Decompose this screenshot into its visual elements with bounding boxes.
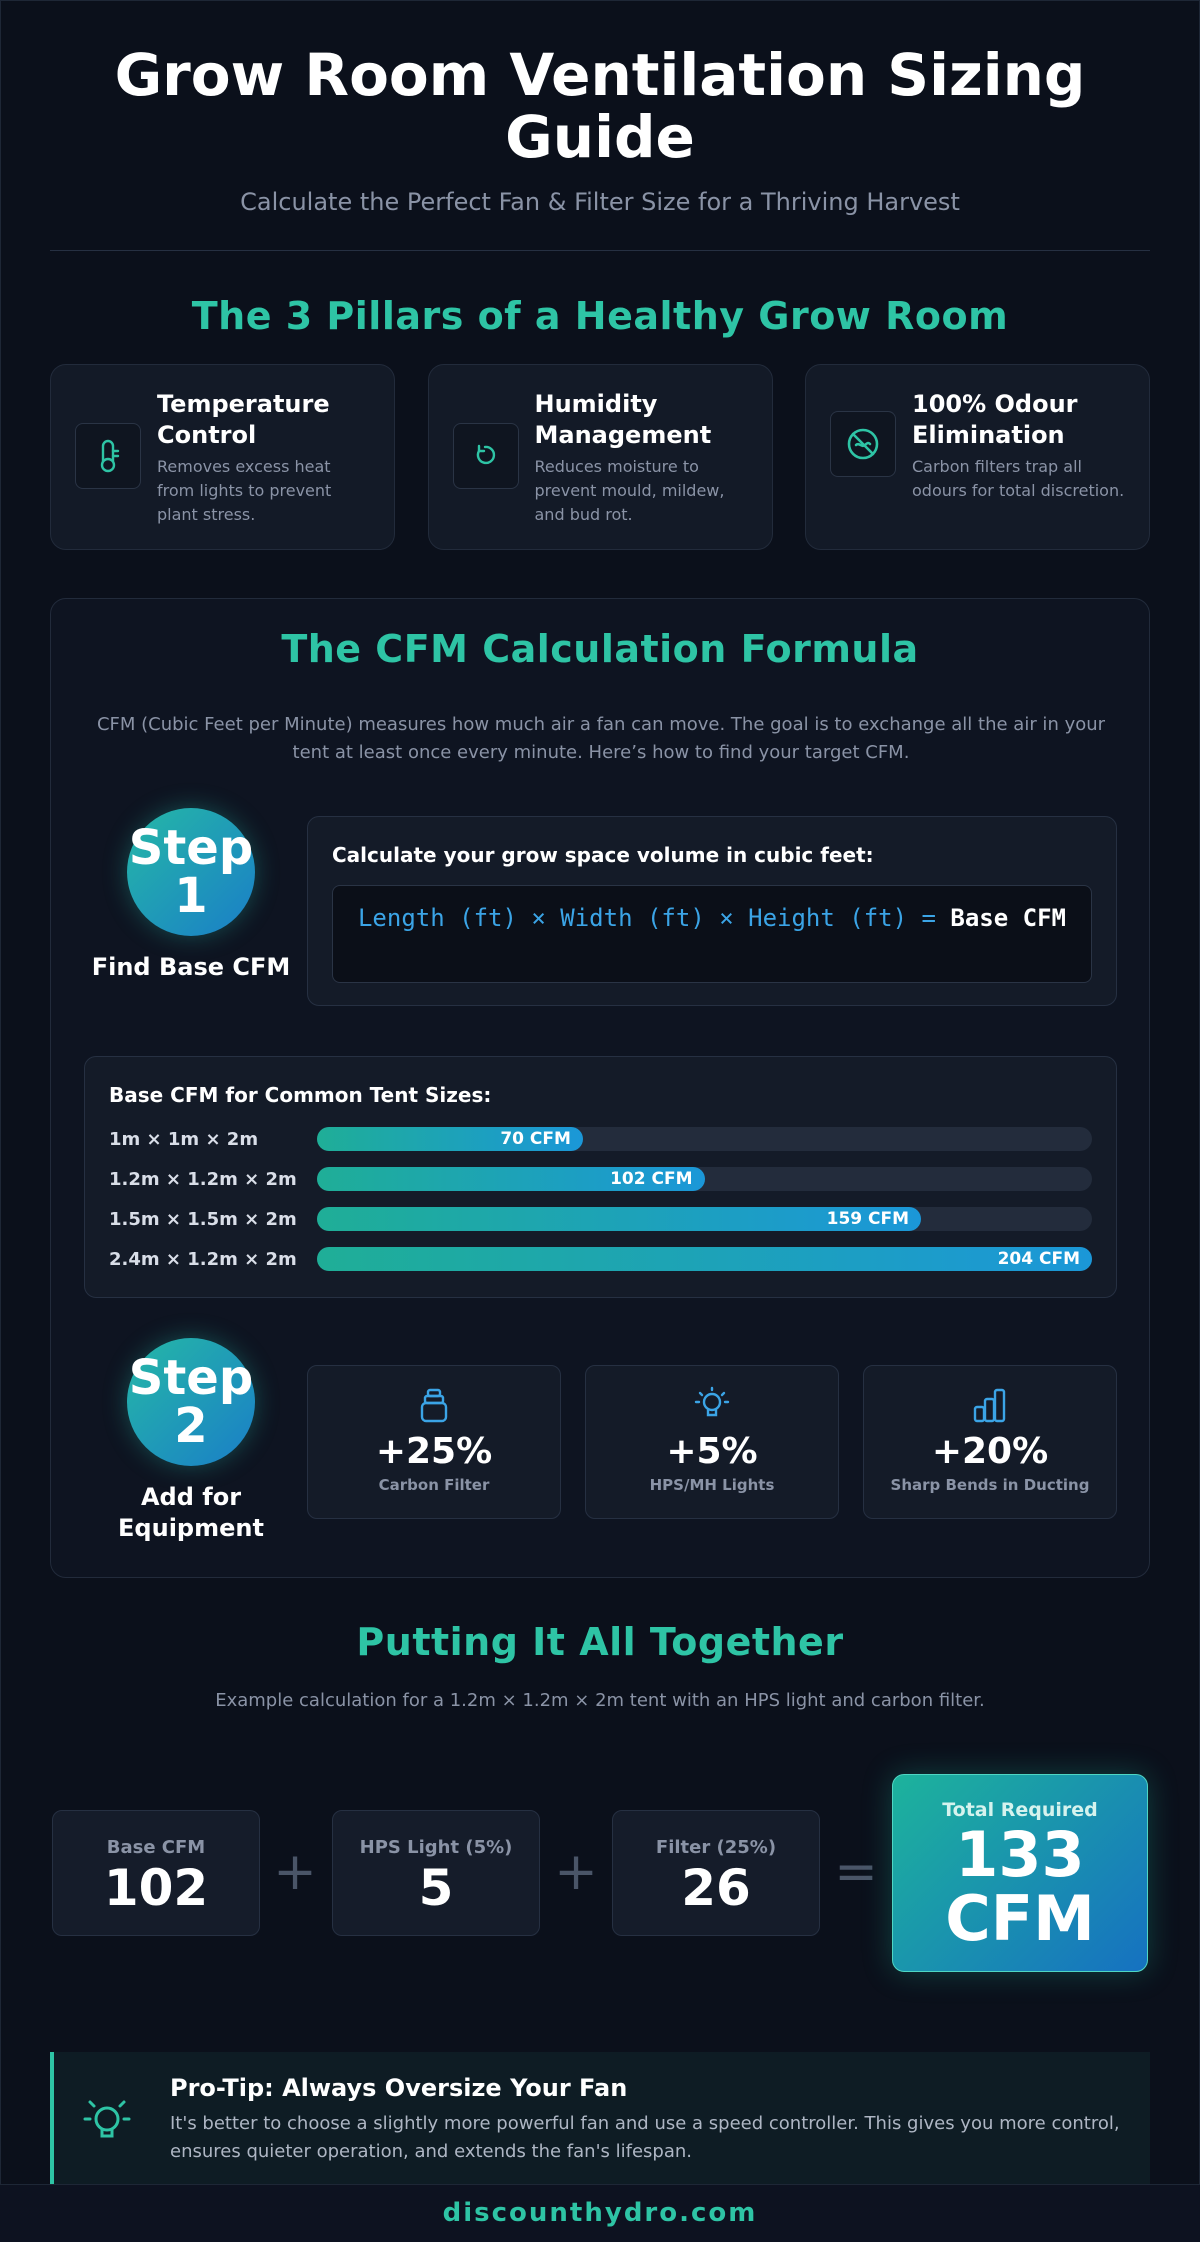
filter-box: Filter (25%) 26 [612, 1810, 820, 1936]
bar-value: 204 CFM [997, 1249, 1080, 1269]
total-label: Total Required [942, 1799, 1098, 1821]
bar-value: 159 CFM [826, 1209, 910, 1229]
pillars-title: The 3 Pillars of a Healthy Grow Room [191, 294, 1009, 338]
carbon-filter-icon [308, 1384, 560, 1426]
pro-tip-callout: Pro-Tip: Always Oversize Your Fan It's b… [50, 2052, 1150, 2184]
together-title: Putting It All Together [356, 1620, 844, 1664]
step-number: 2 [174, 1398, 208, 1454]
volume-calc-box: Calculate your grow space volume in cubi… [307, 816, 1117, 1006]
bar-fill: 70 CFM [317, 1127, 583, 1151]
bar-fill: 204 CFM [317, 1247, 1092, 1271]
base-cfm-box: Base CFM 102 [52, 1810, 260, 1936]
formula-expression: Length (ft) × Width (ft) × Height (ft) =… [332, 885, 1092, 983]
pillar-description: Removes excess heat from lights to preve… [157, 457, 332, 524]
pro-tip-text: It's better to choose a slightly more po… [170, 2113, 1120, 2162]
equipment-card-filter: +25% Carbon Filter [307, 1365, 561, 1519]
footer-site-link[interactable]: discounthydro.com [0, 2184, 1200, 2242]
step-1: Step 1 Find Base CFM [91, 808, 291, 983]
header-divider [50, 250, 1150, 251]
lightbulb-icon [586, 1384, 838, 1426]
page-subtitle: Calculate the Perfect Fan & Filter Size … [240, 188, 960, 216]
bar-value: 70 CFM [500, 1129, 571, 1149]
bar-value: 102 CFM [610, 1169, 693, 1189]
bar-track: 204 CFM [317, 1247, 1092, 1271]
pillar-title: Temperature Control [157, 390, 330, 449]
pillar-card-temperature: Temperature Control Removes excess heat … [50, 364, 395, 550]
tent-label: 1.5m × 1.5m × 2m [109, 1208, 297, 1230]
pillar-title: 100% Odour Elimination [912, 390, 1078, 449]
plus-sign: + [554, 1842, 598, 1902]
equipment-label: Carbon Filter [378, 1476, 490, 1494]
calc-heading: Calculate your grow space volume in cubi… [332, 843, 874, 867]
total-value: 133 [955, 1818, 1085, 1891]
tent-label: 1.2m × 1.2m × 2m [109, 1168, 297, 1190]
step-2-label: Add for Equipment [118, 1483, 264, 1542]
step-word: Step [128, 820, 254, 876]
equipment-label: HPS/MH Lights [649, 1476, 775, 1494]
pro-tip-title: Pro-Tip: Always Oversize Your Fan [170, 2074, 628, 2102]
pillars-row: Temperature Control Removes excess heat … [50, 364, 1150, 550]
pillar-card-humidity: Humidity Management Reduces moisture to … [427, 364, 773, 550]
base-cfm-label: Base CFM [106, 1837, 206, 1858]
hps-light-label: HPS Light (5%) [359, 1837, 513, 1858]
formula-expr: Length (ft) × Width (ft) × Height (ft) = [357, 904, 936, 932]
page-header: Grow Room Ventilation Sizing Guide Calcu… [50, 44, 1150, 216]
hps-light-value: 5 [418, 1859, 454, 1917]
tent-row: 1m × 1m × 2m 70 CFM [109, 1119, 1092, 1159]
filter-label: Filter (25%) [655, 1837, 777, 1858]
tent-sizes-box: Base CFM for Common Tent Sizes: 1m × 1m … [84, 1056, 1117, 1298]
tent-row: 1.2m × 1.2m × 2m 102 CFM [109, 1159, 1092, 1199]
equipment-value: +20% [931, 1431, 1049, 1472]
base-cfm-value: 102 [103, 1859, 209, 1917]
formula-title: The CFM Calculation Formula [281, 627, 919, 671]
bar-fill: 102 CFM [317, 1167, 705, 1191]
bar-fill: 159 CFM [317, 1207, 922, 1231]
page-title: Grow Room Ventilation Sizing Guide [114, 41, 1086, 171]
step-word: Step [128, 1350, 254, 1406]
pillar-description: Carbon filters trap all odours for total… [912, 457, 1125, 500]
tent-label: 2.4m × 1.2m × 2m [109, 1248, 297, 1270]
total-required-box: Total Required 133 CFM [892, 1774, 1148, 1972]
pillar-description: Reduces moisture to prevent mould, milde… [534, 457, 725, 524]
step-1-label: Find Base CFM [91, 953, 291, 981]
formula-intro: CFM (Cubic Feet per Minute) measures how… [96, 714, 1106, 763]
equipment-card-ducting: +20% Sharp Bends in Ducting [863, 1365, 1117, 1519]
equals-sign: = [834, 1842, 878, 1902]
filter-value: 26 [681, 1859, 751, 1917]
ducting-icon [864, 1384, 1116, 1426]
pillar-card-odour: 100% Odour Elimination Carbon filters tr… [805, 364, 1150, 550]
step-2: Step 2 Add for Equipment [91, 1338, 291, 1544]
lightbulb-icon [80, 2094, 140, 2184]
bar-track: 70 CFM [317, 1127, 1092, 1151]
step-2-badge: Step 2 [127, 1338, 255, 1466]
formula-result: Base CFM [950, 904, 1066, 932]
plus-sign: + [273, 1842, 317, 1902]
pillar-title: Humidity Management [534, 390, 712, 449]
together-intro: Example calculation for a 1.2m × 1.2m × … [215, 1690, 985, 1711]
formula-card: The CFM Calculation Formula CFM (Cubic F… [50, 598, 1150, 1578]
tent-row: 2.4m × 1.2m × 2m 204 CFM [109, 1239, 1092, 1279]
no-odour-icon [830, 411, 896, 477]
total-unit: CFM [945, 1882, 1095, 1955]
droplet-icon [452, 423, 519, 489]
step-number: 1 [174, 868, 208, 924]
step-1-badge: Step 1 [127, 808, 255, 936]
bar-track: 159 CFM [317, 1207, 1092, 1231]
equipment-row: +25% Carbon Filter +5% HPS/MH Lights [307, 1365, 1117, 1519]
thermometer-icon [75, 423, 141, 489]
tent-label: 1m × 1m × 2m [109, 1128, 259, 1150]
tents-heading: Base CFM for Common Tent Sizes: [109, 1083, 492, 1107]
equipment-value: +5% [666, 1431, 758, 1472]
equipment-card-lights: +5% HPS/MH Lights [585, 1365, 839, 1519]
tent-row: 1.5m × 1.5m × 2m 159 CFM [109, 1199, 1092, 1239]
bar-track: 102 CFM [317, 1167, 1092, 1191]
equipment-label: Sharp Bends in Ducting [890, 1476, 1090, 1494]
equipment-value: +25% [375, 1431, 493, 1472]
hps-light-box: HPS Light (5%) 5 [332, 1810, 540, 1936]
